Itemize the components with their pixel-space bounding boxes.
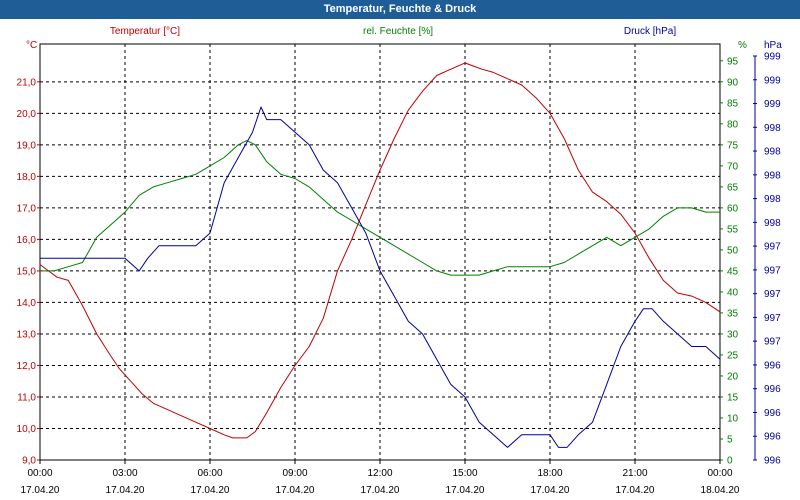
humidity-tick-label: 50 <box>727 245 739 256</box>
humidity-axis: 0 5 10 15 20 25 30 35 40 45 50 55 60 65 70 75 80 85 90 95 <box>720 56 739 467</box>
pressure-axis-unit: hPa <box>764 40 782 51</box>
temperature-legend-label: Temperatur [°C] <box>110 26 180 37</box>
pressure-legend-label: Druck [hPa] <box>624 26 676 37</box>
humidity-tick-label: 25 <box>727 350 739 361</box>
time-axis: 00:00 17.04.20 03:00 17.04.20 06:00 17.04.20 0… <box>21 460 740 496</box>
time-tick-label: 21:00 <box>622 468 647 479</box>
date-tick-label: 17.04.20 <box>276 485 315 496</box>
humidity-tick-label: 90 <box>727 77 739 88</box>
humidity-tick-label: 5 <box>727 434 733 445</box>
date-tick-label: 17.04.20 <box>361 485 400 496</box>
pressure-tick-label: 996 <box>764 360 781 371</box>
date-tick-label: 17.04.20 <box>531 485 570 496</box>
humidity-tick-label: 80 <box>727 119 739 130</box>
series-lines <box>39 62 721 448</box>
time-tick-label: 00:00 <box>707 468 732 479</box>
humidity-tick-label: 45 <box>727 266 739 277</box>
pressure-tick-label: 997 <box>764 265 781 276</box>
date-tick-label: 17.04.20 <box>616 485 655 496</box>
pressure-tick-label: 997 <box>764 337 781 348</box>
pressure-axis: 996 996 996 996 996 997 997 997 997 997 998 998 998 9… <box>753 52 781 467</box>
pressure-tick-label: 998 <box>764 123 781 134</box>
humidity-tick-label: 85 <box>727 98 739 109</box>
pressure-tick-label: 999 <box>764 99 781 110</box>
temperature-tick-label: 15,0 <box>17 266 37 277</box>
pressure-tick-label: 996 <box>764 408 781 419</box>
humidity-tick-label: 60 <box>727 203 739 214</box>
humidity-tick-label: 35 <box>727 308 739 319</box>
time-tick-label: 00:00 <box>27 468 52 479</box>
date-tick-label: 18.04.20 <box>701 485 740 496</box>
time-tick-label: 15:00 <box>452 468 477 479</box>
chart-title-bar: Temperatur, Feuchte & Druck <box>0 0 800 19</box>
humidity-tick-label: 40 <box>727 287 739 298</box>
time-tick-label: 18:00 <box>537 468 562 479</box>
humidity-tick-label: 10 <box>727 413 739 424</box>
temperature-axis: 9,0 10,0 11,0 12,0 13,0 14,0 15,0 16,0 17,0 18,0 1… <box>17 77 40 467</box>
chart-canvas: 9,0 10,0 11,0 12,0 13,0 14,0 15,0 16,0 17,0 18,0 1… <box>17 26 783 496</box>
pressure-tick-label: 997 <box>764 242 781 253</box>
time-tick-label: 06:00 <box>197 468 222 479</box>
humidity-series-line <box>40 140 720 276</box>
temperature-axis-unit: °C <box>26 40 37 51</box>
temperature-series-line <box>39 62 721 439</box>
temperature-tick-label: 21,0 <box>17 77 37 88</box>
temperature-tick-label: 18,0 <box>17 172 37 183</box>
pressure-tick-label: 998 <box>764 147 781 158</box>
pressure-tick-label: 998 <box>764 194 781 205</box>
temperature-tick-label: 20,0 <box>17 109 37 120</box>
temperature-tick-label: 12,0 <box>17 361 37 372</box>
date-tick-label: 17.04.20 <box>191 485 230 496</box>
humidity-tick-label: 65 <box>727 182 739 193</box>
temperature-tick-label: 16,0 <box>17 235 37 246</box>
pressure-tick-label: 996 <box>764 456 781 467</box>
humidity-tick-label: 15 <box>727 392 739 403</box>
date-tick-label: 17.04.20 <box>106 485 145 496</box>
time-tick-label: 09:00 <box>282 468 307 479</box>
temperature-tick-label: 11,0 <box>17 392 36 403</box>
pressure-tick-label: 997 <box>764 313 781 324</box>
temperature-tick-label: 14,0 <box>17 298 37 309</box>
humidity-tick-label: 0 <box>727 456 733 467</box>
pressure-tick-label: 998 <box>764 170 781 181</box>
pressure-series-line <box>40 106 721 448</box>
temperature-tick-label: 17,0 <box>17 203 37 214</box>
pressure-tick-label: 996 <box>764 384 781 395</box>
humidity-tick-label: 20 <box>727 371 739 382</box>
humidity-tick-label: 55 <box>727 224 739 235</box>
temperature-tick-label: 13,0 <box>17 329 37 340</box>
humidity-tick-label: 95 <box>727 56 739 67</box>
humidity-axis-unit: % <box>738 40 747 51</box>
date-tick-label: 17.04.20 <box>21 485 60 496</box>
humidity-tick-label: 70 <box>727 161 739 172</box>
temperature-tick-label: 9,0 <box>22 456 36 467</box>
humidity-legend-label: rel. Feuchte [%] <box>363 26 433 37</box>
date-tick-label: 17.04.20 <box>446 485 485 496</box>
time-tick-label: 03:00 <box>112 468 137 479</box>
grid-lines <box>40 44 720 460</box>
humidity-tick-label: 30 <box>727 329 739 340</box>
humidity-tick-label: 75 <box>727 140 739 151</box>
pressure-tick-label: 998 <box>764 218 781 229</box>
time-tick-label: 12:00 <box>367 468 392 479</box>
pressure-tick-label: 999 <box>764 52 781 63</box>
chart-title: Temperatur, Feuchte & Druck <box>323 3 477 15</box>
temperature-tick-label: 10,0 <box>17 424 37 435</box>
temperature-tick-label: 19,0 <box>17 140 37 151</box>
pressure-tick-label: 999 <box>764 75 781 86</box>
pressure-tick-label: 996 <box>764 432 781 443</box>
pressure-tick-label: 997 <box>764 289 781 300</box>
